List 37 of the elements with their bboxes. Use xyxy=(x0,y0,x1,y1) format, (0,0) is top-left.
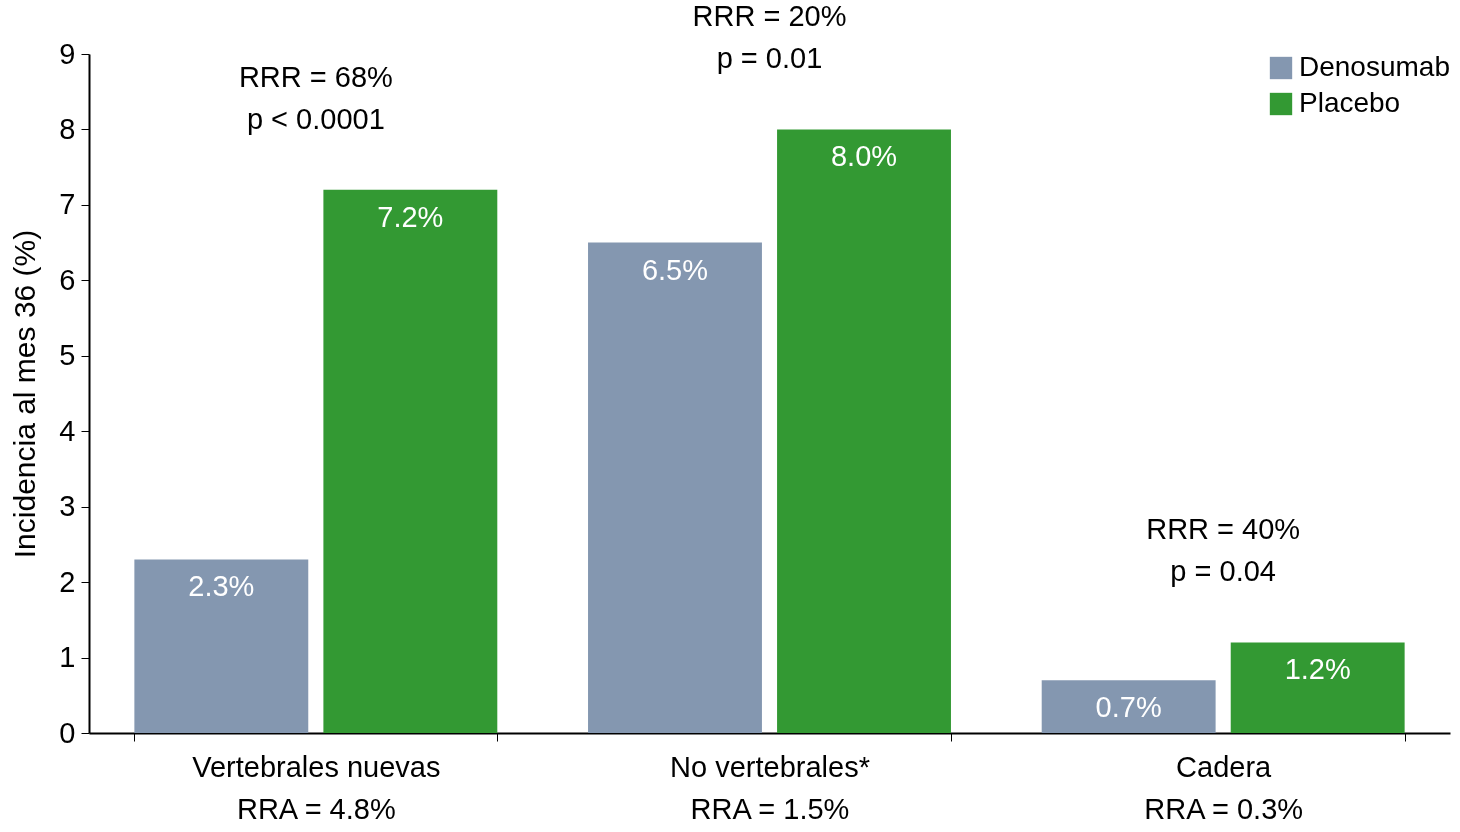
x-tick-label: No vertebrales* xyxy=(670,750,870,783)
text: RRA = 1.5% xyxy=(690,792,850,825)
text: RRA = 0.3% xyxy=(1144,792,1304,825)
y-tick-label: 5 xyxy=(59,339,76,372)
x-tick-label: Vertebrales nuevas xyxy=(192,750,441,783)
y-tick-label: 9 xyxy=(59,37,76,70)
y-tick-label: 7 xyxy=(59,188,76,221)
y-tick-label: 2 xyxy=(59,565,76,598)
y-tick-label: 3 xyxy=(59,490,76,523)
bar xyxy=(777,129,951,733)
data-label: 6.5% xyxy=(641,253,709,286)
data-label: 7.2% xyxy=(377,200,444,233)
y-tick-label: 0 xyxy=(59,716,76,749)
data-label: 2.3% xyxy=(188,570,255,603)
bar xyxy=(588,242,762,733)
text: RRR = 20% xyxy=(692,0,847,33)
annotation: p < 0.0001 xyxy=(246,102,385,135)
y-tick-label: 1 xyxy=(59,641,76,674)
legend-label: Denosumab xyxy=(1299,51,1450,82)
bar xyxy=(134,559,309,733)
y-tick-label: 4 xyxy=(59,414,76,447)
bar xyxy=(1041,680,1216,733)
text: RRA = 4.8% xyxy=(236,792,396,825)
y-tick-label: 6 xyxy=(59,263,76,296)
annotation: p = 0.04 xyxy=(1170,555,1276,588)
annotation: RRR = 40% xyxy=(1146,513,1301,546)
annotation: p = 0.01 xyxy=(716,42,823,75)
y-tick-label: 8 xyxy=(59,112,76,145)
data-label: 0.7% xyxy=(1095,691,1162,724)
data-label: 1.2% xyxy=(1284,653,1351,686)
annotation: RRR = 68% xyxy=(238,60,393,93)
x-tick-label: Cadera xyxy=(1176,750,1273,783)
bar xyxy=(1230,642,1405,733)
y-axis-title: Incidencia al mes 36 (%) xyxy=(8,229,42,559)
legend-label: Placebo xyxy=(1299,87,1401,118)
data-label: 8.0% xyxy=(830,140,898,173)
bar xyxy=(323,189,498,733)
